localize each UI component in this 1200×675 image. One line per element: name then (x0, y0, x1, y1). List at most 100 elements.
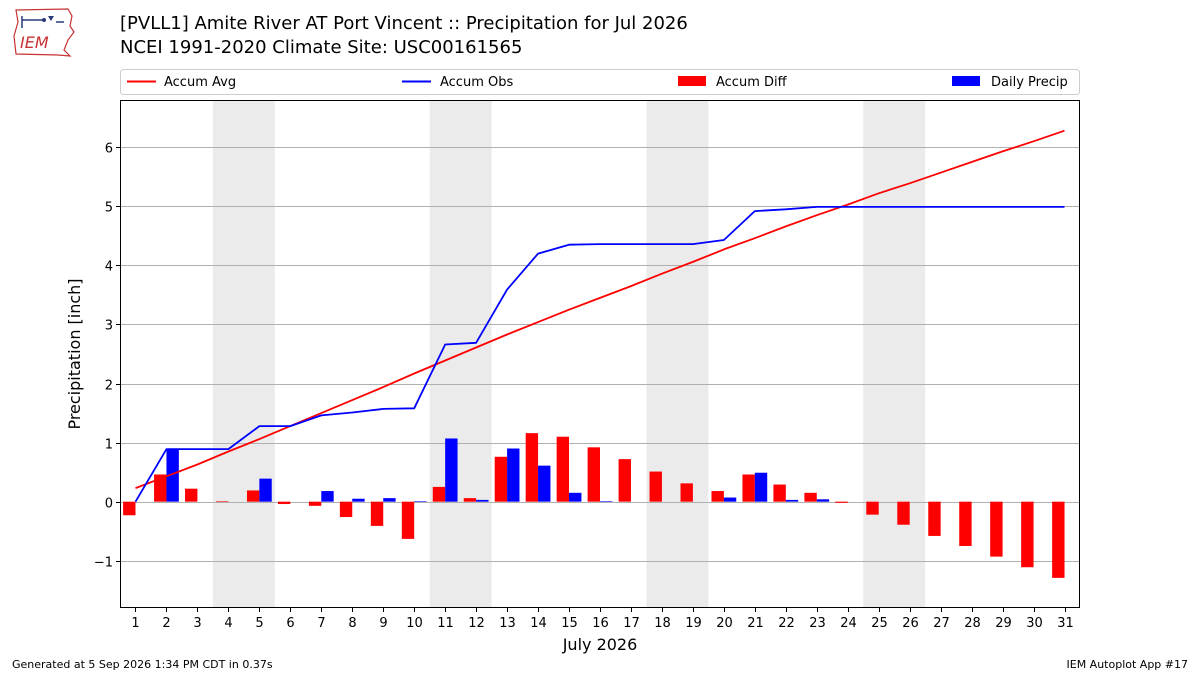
accum-diff-bar (463, 498, 477, 502)
daily-precip-bar (476, 499, 489, 502)
accum-diff-bar (959, 501, 972, 546)
x-tick-label: 12 (468, 616, 485, 631)
x-tick-label: 27 (933, 616, 950, 631)
x-tick-label: 15 (561, 616, 578, 631)
x-tick-label: 19 (685, 616, 702, 631)
x-tick-label: 8 (348, 616, 356, 631)
app-credit: IEM Autoplot App #17 (1066, 658, 1189, 671)
legend: Accum Avg Accum Obs Accum Diff Daily Precip (120, 69, 1080, 95)
accum-diff-bar (587, 447, 600, 502)
x-tick-label: 1 (131, 616, 139, 631)
accum-diff-bar (154, 474, 167, 502)
x-tick-label: 29 (995, 616, 1012, 631)
accum-diff-bar (1021, 501, 1034, 568)
legend-accum-diff-swatch (678, 76, 706, 86)
daily-precip-bar (352, 498, 365, 502)
accum-diff-bar (835, 501, 848, 503)
accum-diff-bar (1052, 501, 1065, 578)
accum-diff-bar (277, 501, 291, 505)
weekend-shade (646, 100, 709, 608)
daily-precip-bar (259, 478, 272, 502)
weekend-shade (212, 100, 275, 608)
accum-diff-bar (649, 471, 662, 502)
daily-precip-bar (600, 501, 613, 502)
accum-diff-bar (123, 501, 136, 516)
accum-diff-bar (401, 501, 415, 539)
daily-precip-bar (414, 501, 427, 502)
daily-precip-bar (785, 499, 799, 502)
accum-diff-bar (680, 483, 693, 502)
daily-precip-bar (383, 498, 396, 502)
daily-precip-bar (445, 438, 458, 502)
accum-diff-bar (246, 490, 260, 502)
x-tick-label: 3 (193, 616, 201, 631)
y-tick-label: 3 (105, 319, 113, 334)
y-tick-label: 4 (105, 260, 113, 275)
accum-diff-bar (339, 501, 353, 518)
y-tick-label: −1 (94, 556, 113, 571)
x-tick-label: 2 (162, 616, 170, 631)
plot-frame (120, 100, 1080, 608)
x-tick-label: 24 (840, 616, 857, 631)
logo-text: IEM (20, 33, 49, 52)
accum-diff-bar (928, 501, 941, 536)
accum-diff-bar (216, 501, 229, 502)
x-tick-label: 30 (1026, 616, 1043, 631)
daily-precip-bar (723, 497, 737, 502)
x-tick-label: 7 (317, 616, 325, 631)
accum-diff-bar (185, 488, 198, 502)
x-tick-label: 17 (623, 616, 640, 631)
x-tick-label: 10 (406, 616, 423, 631)
y-tick-label: 5 (105, 201, 113, 216)
legend-daily-precip-swatch (952, 76, 980, 86)
accum-diff-bar (804, 492, 817, 502)
weekend-shade (863, 100, 926, 608)
x-tick-label: 4 (224, 616, 232, 631)
x-tick-label: 16 (592, 616, 609, 631)
legend-daily-precip-label: Daily Precip (991, 75, 1068, 90)
accum-diff-bar (742, 474, 755, 502)
x-tick-label: 25 (871, 616, 888, 631)
daily-precip-bar (538, 465, 551, 502)
accum-diff-bar (618, 459, 631, 502)
daily-precip-bar (569, 492, 582, 502)
generated-timestamp: Generated at 5 Sep 2026 1:34 PM CDT in 0… (12, 658, 273, 671)
y-axis-label: Precipitation [inch] (65, 278, 84, 429)
x-tick-label: 5 (255, 616, 263, 631)
x-tick-label: 9 (379, 616, 387, 631)
legend-frame (120, 69, 1080, 95)
x-tick-label: 23 (809, 616, 826, 631)
accum-diff-bar (711, 491, 724, 502)
x-tick-label: 22 (778, 616, 795, 631)
x-tick-label: 28 (964, 616, 981, 631)
x-axis-label: July 2026 (562, 635, 638, 654)
accum-diff-bar (556, 436, 570, 502)
daily-precip-bar (754, 472, 768, 502)
accum-diff-bar (897, 501, 910, 525)
accum-diff-bar (308, 501, 322, 506)
accum-diff-bar (370, 501, 384, 526)
daily-precip-bar (166, 449, 179, 502)
y-tick-label: 0 (105, 497, 113, 512)
accum-diff-bar (432, 486, 446, 502)
x-tick-label: 6 (286, 616, 294, 631)
chart-title: [PVLL1] Amite River AT Port Vincent :: P… (120, 13, 688, 34)
legend-accum-avg-label: Accum Avg (164, 75, 236, 90)
accum-diff-bar (866, 501, 879, 515)
legend-accum-diff-label: Accum Diff (716, 75, 788, 90)
x-tick-label: 14 (530, 616, 547, 631)
y-tick-label: 6 (105, 142, 113, 157)
y-tick-label: 1 (105, 438, 113, 453)
iem-logo: IEM (8, 6, 78, 58)
accum-diff-bar (990, 501, 1003, 557)
x-tick-label: 26 (902, 616, 919, 631)
x-tick-label: 21 (747, 616, 764, 631)
y-tick-label: 2 (105, 379, 113, 394)
daily-precip-bar (816, 499, 830, 502)
accum-diff-bar (773, 484, 786, 502)
x-tick-label: 31 (1057, 616, 1074, 631)
chart-subtitle: NCEI 1991-2020 Climate Site: USC00161565 (120, 37, 523, 58)
legend-accum-obs-label: Accum Obs (440, 75, 513, 90)
daily-precip-bar (321, 491, 334, 502)
